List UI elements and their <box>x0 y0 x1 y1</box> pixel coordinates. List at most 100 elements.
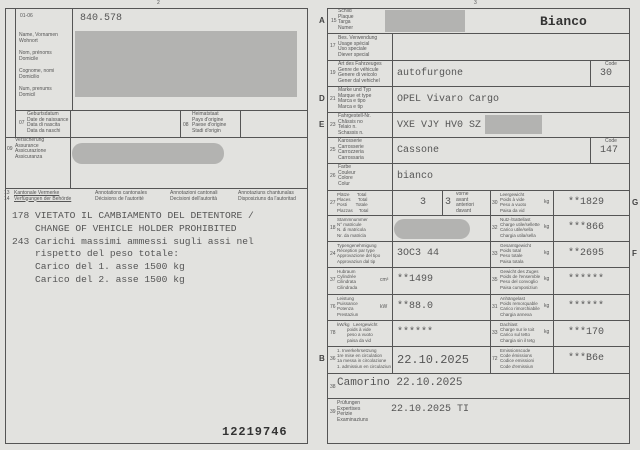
code-value: 30 <box>600 68 613 79</box>
field-num: 35 <box>492 277 498 283</box>
field-value: **2695 <box>568 248 605 259</box>
annotations-num: 13 14 <box>4 190 10 202</box>
field-label: 1. Inverkehrsetzung 1re mise en circulat… <box>337 348 392 369</box>
holder-label: Nom, prénoms Domicile <box>19 50 52 62</box>
field-label: Gesamtgewicht Poids total Peso totale Pa… <box>500 243 532 264</box>
right-page <box>313 0 640 450</box>
field-num: 36 <box>330 356 336 362</box>
letter-a: A <box>319 16 325 25</box>
document-number: 12219746 <box>222 425 288 439</box>
special-use-label: Bes. Verwendung Usage spécial Uso specia… <box>338 35 378 58</box>
field-label: Anhängelast Poids remorquable Carico rim… <box>500 296 540 317</box>
insurance-redaction <box>72 143 224 164</box>
unit-label: kg <box>544 199 550 205</box>
field-num: 32 <box>492 225 498 231</box>
code-label: Code <box>605 138 617 144</box>
annotations-header: Annotazioni cantonali Decisioni dell'aut… <box>170 190 218 202</box>
unit-label: kg <box>544 276 550 282</box>
field-num: 33 <box>492 251 498 257</box>
left-page: 2 01-06 840.578 Name, Vornamen Wohnort N… <box>0 0 313 450</box>
field-value: ****** <box>568 301 605 312</box>
field-num: 25 <box>330 147 336 153</box>
unit-label: kg <box>544 250 550 256</box>
left-frame <box>5 8 308 444</box>
letter-marker: E <box>319 120 325 129</box>
field-num: 21 <box>330 96 336 102</box>
page-number: 2 <box>157 0 160 6</box>
field-label: Art des Fahrzeuges Genre de véhicule Gen… <box>338 61 382 84</box>
field-num: 24 <box>330 251 336 257</box>
holder-redaction <box>75 31 297 97</box>
holder-label: Num, prenums Domicil <box>19 86 52 98</box>
field-value: VXE VJY HV0 SZ <box>397 120 482 131</box>
field-label: Typengenehmigung Réception par type Appr… <box>337 243 381 264</box>
field-38-num: 38 <box>330 384 336 390</box>
code-label: Code <box>605 61 617 67</box>
field-num: 18 <box>330 225 336 231</box>
holder-label: Cognome, nomi Domicilio <box>19 68 55 80</box>
holder-number: 840.578 <box>80 13 123 24</box>
field-15-num: 15 <box>331 18 337 24</box>
exam-label: Prüfungen Expertises Perizie Examinaziun… <box>337 400 369 423</box>
page-number: 3 <box>474 0 477 6</box>
field-value: **88.0 <box>397 301 434 312</box>
code-value: 147 <box>600 145 619 156</box>
unit-label: kW <box>380 304 388 310</box>
field-07-num: 07 <box>19 120 25 126</box>
field-value: **1829 <box>568 197 605 208</box>
plate-color: Bianco <box>540 14 587 29</box>
vin-redaction <box>485 115 542 134</box>
field-08-num: 08 <box>183 122 189 128</box>
front-seats-value: 3 <box>445 197 452 208</box>
field-label: Gewicht des Zuges Poids de l'ensemble Pe… <box>500 269 541 290</box>
field-value: 3 <box>420 197 427 208</box>
field-num: 26 <box>330 173 336 179</box>
annotations-header: Annotations cantonales Décisions de l'au… <box>95 190 147 202</box>
field-num: 30 <box>492 200 498 206</box>
unit-label: kg <box>544 329 550 335</box>
field-num: 78 <box>330 330 336 336</box>
field-num: 27 <box>330 200 336 206</box>
plate-label: Schild Plaque Targa Numer <box>338 8 354 31</box>
unit-label: kg <box>544 224 550 230</box>
insurance-label: Versicherung Assurance Assicurazione Ass… <box>15 137 47 160</box>
field-value: autofurgone <box>397 68 464 79</box>
field-17-num: 17 <box>330 43 336 49</box>
letter-marker: G <box>632 198 639 207</box>
letter-marker: D <box>319 94 325 103</box>
matricule-redaction <box>394 219 470 239</box>
annotations-header: Kantonale Vermerke Verfügungen der Behör… <box>14 190 72 202</box>
field-label: Fahrgestell-Nr. Châssis no Telaio n. Sch… <box>338 113 371 136</box>
plate-redaction <box>385 10 465 32</box>
field-value: ***B6e <box>568 353 605 364</box>
field-num: 33 <box>492 330 498 336</box>
field-num: 31 <box>492 304 498 310</box>
letter-marker: B <box>319 354 325 363</box>
field-label: Nutz-/Sattellast Charge utile/sellette C… <box>500 217 540 238</box>
field-value: ****** <box>397 327 434 338</box>
field-value: OPEL Vivaro Cargo <box>397 94 500 105</box>
unit-label: kg <box>544 303 550 309</box>
field-num: 72 <box>492 356 498 362</box>
field-01-06-label: 01-06 <box>20 13 33 19</box>
birthdate-label: Geburtsdatum Date de naissance Data di n… <box>27 111 69 134</box>
right-frame <box>327 8 630 444</box>
letter-marker: F <box>632 249 637 258</box>
origin-label: Heimatstaat Pays d'origine Paese d'origi… <box>192 111 227 134</box>
holder-label: Name, Vornamen Wohnort <box>19 32 58 44</box>
field-value: 3OC3 44 <box>397 248 440 259</box>
field-label: Marke und Typ Marque et type Marca e tip… <box>338 87 372 110</box>
field-value: Cassone <box>397 145 440 156</box>
field-value: ****** <box>568 274 605 285</box>
annotations-header: Annotaziuns chantunalas Disposiziuns da … <box>238 190 296 202</box>
field-num: 23 <box>330 122 336 128</box>
field-value: bianco <box>397 171 434 182</box>
field-label: Plätze Total Places Total Posti Totale P… <box>337 192 369 213</box>
annotations-text: 178 VIETATO IL CAMBIAMENTO DEL DETENTORE… <box>12 210 254 285</box>
exam-value: 22.10.2025 TI <box>391 404 470 415</box>
field-label: Stammnummer N° matricule N. di matricola… <box>337 217 368 238</box>
field-label: Karosserie Carrosserie Carrozzeria Carro… <box>338 138 364 161</box>
front-seats-label: vorne avant anteriori davant <box>456 191 475 214</box>
field-value: ***170 <box>568 327 605 338</box>
field-num: 19 <box>330 70 336 76</box>
